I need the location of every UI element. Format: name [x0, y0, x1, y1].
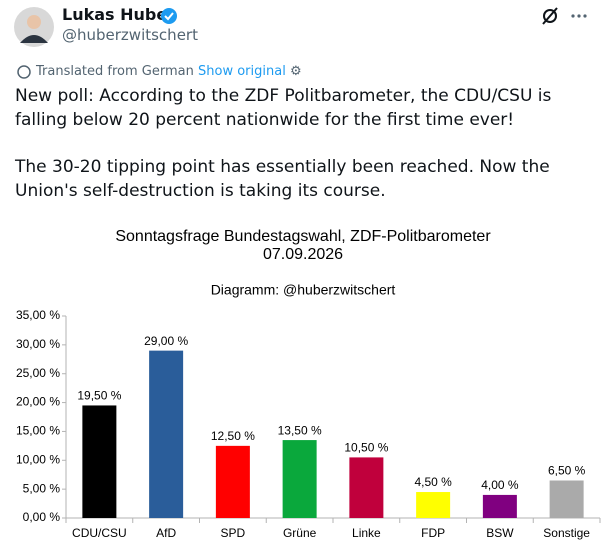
value-label: 4,50 %: [414, 475, 452, 489]
avatar[interactable]: [14, 7, 54, 47]
tweet-paragraph: The 30-20 tipping point has essentially …: [15, 157, 550, 201]
value-label: 12,50 %: [211, 429, 255, 443]
bar: [349, 457, 384, 518]
x-tick-label: BSW: [486, 526, 514, 540]
bar: [482, 494, 517, 518]
translate-icon: [17, 65, 31, 79]
value-label: 13,50 %: [278, 423, 322, 437]
chart-title: Sonntagsfrage Bundestagswahl, ZDF-Politb…: [115, 228, 491, 245]
header-icons[interactable]: [540, 6, 592, 26]
x-tick-label: SPD: [221, 526, 246, 540]
y-tick-label: 25,00 %: [16, 366, 60, 380]
y-tick-label: 20,00 %: [16, 395, 60, 409]
chart-subtitle: 07.09.2026: [263, 246, 343, 263]
y-tick-label: 5,00 %: [23, 481, 61, 495]
bar: [549, 480, 584, 518]
value-label: 19,50 %: [77, 389, 121, 403]
chart: Sonntagsfrage Bundestagswahl, ZDF-Politb…: [16, 228, 601, 540]
show-original-link[interactable]: Show original: [198, 64, 286, 79]
bar: [82, 405, 117, 518]
value-label: 4,00 %: [481, 478, 519, 492]
bar: [149, 350, 184, 518]
bar: [215, 445, 250, 518]
tweet-text: New poll: According to the ZDF Politbaro…: [15, 84, 595, 226]
x-tick-label: Sonstige: [543, 526, 590, 540]
y-tick-label: 30,00 %: [16, 337, 60, 351]
verified-badge: [161, 8, 177, 24]
author-name[interactable]: Lukas Huber: [62, 5, 176, 24]
y-tick-label: 15,00 %: [16, 424, 60, 438]
bar: [282, 440, 317, 518]
value-label: 29,00 %: [144, 334, 188, 348]
chart-caption: Diagramm: @huberzwitschert: [211, 282, 396, 298]
y-tick-label: 0,00 %: [23, 510, 61, 524]
tweet-paragraph: New poll: According to the ZDF Politbaro…: [15, 86, 552, 130]
value-label: 6,50 %: [548, 464, 586, 478]
translation-note: Translated from German Show original ⚙: [36, 64, 302, 79]
translation-label: Translated from German: [36, 64, 194, 79]
x-tick-label: AfD: [156, 526, 176, 540]
x-tick-label: CDU/CSU: [72, 526, 127, 540]
bar: [416, 492, 451, 518]
x-tick-label: FDP: [421, 526, 445, 540]
x-tick-label: Grüne: [283, 526, 317, 540]
y-tick-label: 10,00 %: [16, 452, 60, 466]
author-handle[interactable]: @huberzwitschert: [62, 26, 198, 44]
x-tick-label: Linke: [352, 526, 381, 540]
y-tick-label: 35,00 %: [16, 308, 60, 322]
value-label: 10,50 %: [344, 441, 388, 455]
